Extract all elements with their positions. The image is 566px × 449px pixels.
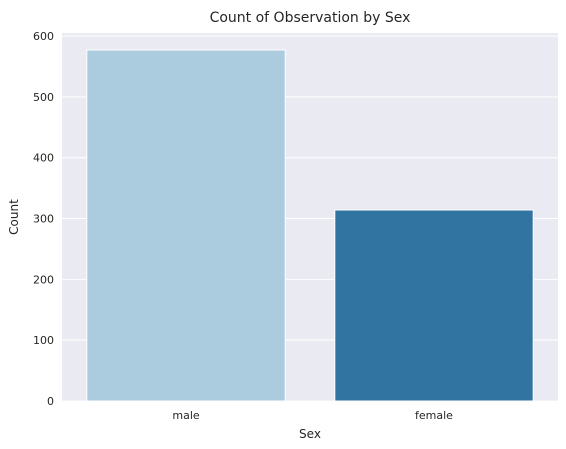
- bars: [86, 49, 534, 402]
- y-tick-label: 500: [33, 91, 54, 104]
- x-tick-label-female: female: [415, 409, 453, 422]
- x-tick-label-male: male: [172, 409, 200, 422]
- chart-title: Count of Observation by Sex: [210, 10, 411, 26]
- y-tick-label: 0: [47, 395, 54, 408]
- x-axis-label: Sex: [299, 427, 321, 441]
- y-tick-label: 300: [33, 213, 54, 226]
- y-tick-label: 400: [33, 152, 54, 165]
- y-tick-label: 600: [33, 30, 54, 43]
- y-tick-labels: 0 100 200 300 400 500 600: [33, 30, 54, 408]
- bar-male: [86, 49, 286, 402]
- y-axis-label: Count: [7, 199, 21, 235]
- y-tick-label: 200: [33, 273, 54, 286]
- bar-female: [334, 209, 534, 402]
- y-tick-label: 100: [33, 334, 54, 347]
- x-tick-labels: male female: [172, 409, 453, 422]
